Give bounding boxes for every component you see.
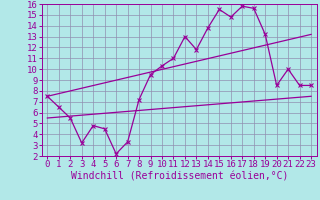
X-axis label: Windchill (Refroidissement éolien,°C): Windchill (Refroidissement éolien,°C) xyxy=(70,172,288,182)
